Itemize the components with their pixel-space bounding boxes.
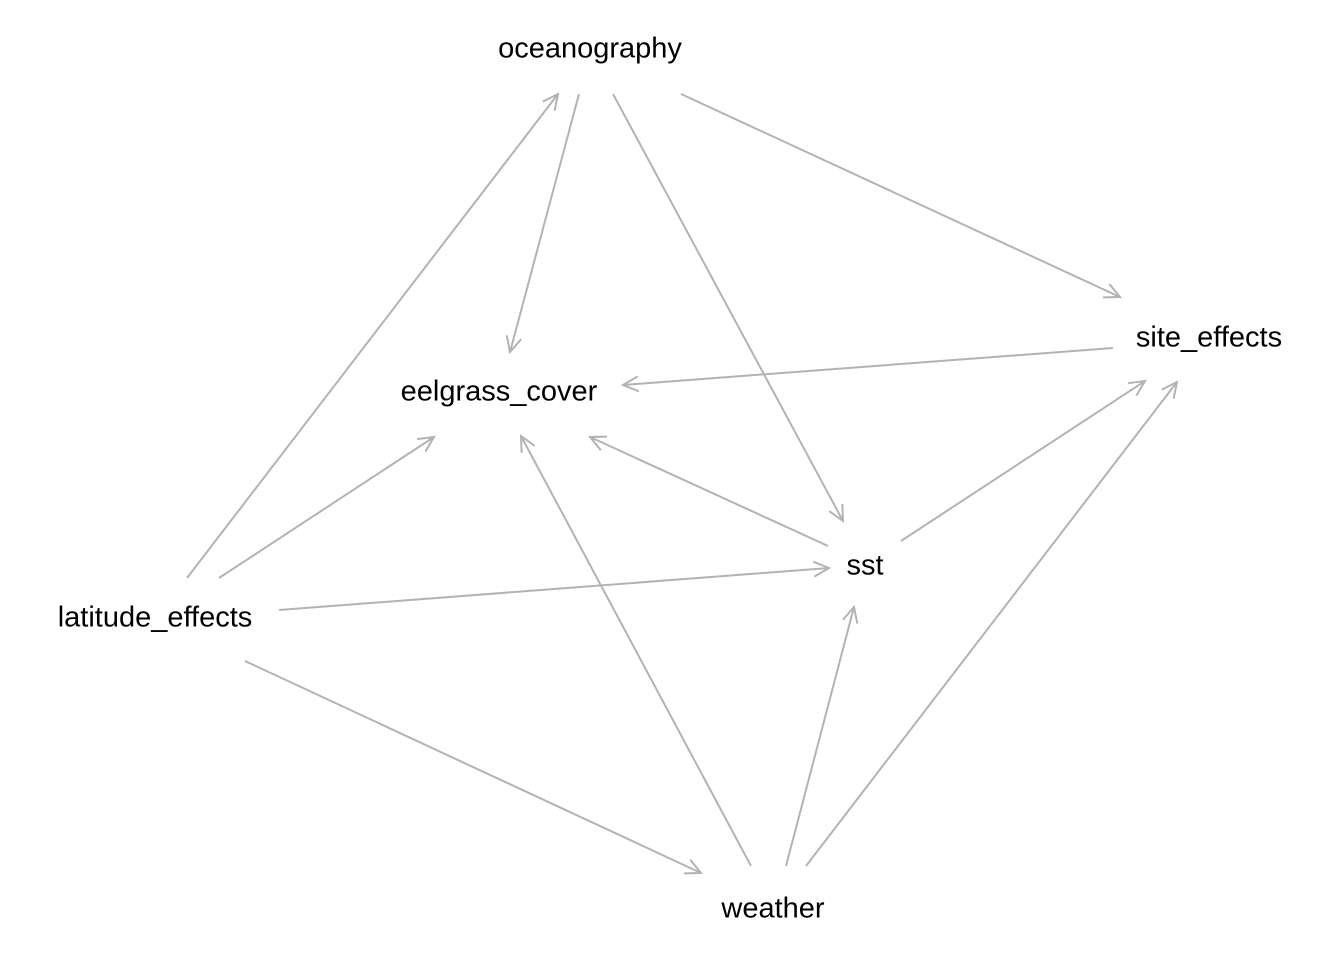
arrowhead — [683, 859, 704, 875]
edge-line — [900, 380, 1146, 542]
edge-line — [520, 435, 752, 867]
node-sst: sst — [846, 550, 883, 582]
arrowhead — [620, 375, 640, 393]
arrowhead — [1161, 380, 1179, 399]
node-latitude-effects: latitude_effects — [58, 602, 253, 634]
node-oceanography: oceanography — [498, 33, 682, 65]
edge-sst-to-eelgrass-cover — [587, 435, 829, 547]
edge-line — [278, 567, 830, 611]
arrowhead — [828, 503, 845, 524]
arrowhead — [587, 435, 608, 451]
edge-latitude-effects-to-weather — [244, 660, 704, 875]
nodes-layer: oceanography site_effects eelgrass_cover… — [58, 33, 1282, 925]
arrowhead — [812, 560, 832, 578]
edge-latitude-effects-to-eelgrass-cover — [218, 435, 436, 579]
edge-sst-to-site-effects — [900, 379, 1147, 542]
edge-line — [805, 381, 1178, 867]
arrowhead — [1128, 379, 1147, 397]
arrowhead — [505, 335, 522, 355]
edge-latitude-effects-to-sst — [278, 560, 832, 611]
edge-oceanography-to-sst — [612, 93, 845, 524]
edges-layer — [186, 92, 1179, 875]
edge-line — [612, 93, 844, 522]
arrowhead — [842, 604, 859, 624]
arrowhead — [417, 435, 436, 453]
edge-line — [589, 436, 829, 547]
node-eelgrass-cover: eelgrass_cover — [401, 376, 598, 408]
edge-line — [186, 93, 559, 579]
edge-latitude-effects-to-oceanography — [186, 92, 560, 579]
edge-line — [244, 660, 702, 874]
edge-line — [218, 436, 435, 579]
arrowhead — [519, 433, 536, 454]
edge-oceanography-to-site-effects — [680, 93, 1123, 299]
edge-weather-to-eelgrass-cover — [519, 433, 752, 867]
edge-oceanography-to-eelgrass-cover — [505, 93, 580, 355]
edge-weather-to-sst — [785, 604, 859, 867]
edge-line — [785, 606, 855, 867]
node-site-effects: site_effects — [1136, 322, 1282, 354]
arrowhead — [542, 92, 560, 111]
node-weather: weather — [720, 893, 825, 925]
edge-line — [680, 93, 1121, 298]
edge-line — [622, 347, 1114, 386]
edge-site-effects-to-eelgrass-cover — [620, 347, 1114, 393]
edge-line — [509, 93, 580, 353]
edge-weather-to-site-effects — [805, 380, 1179, 867]
arrowhead — [1102, 283, 1123, 299]
